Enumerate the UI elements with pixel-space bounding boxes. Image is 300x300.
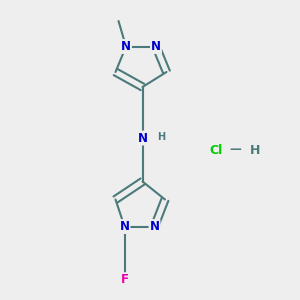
- Text: N: N: [151, 40, 161, 53]
- Text: —: —: [230, 143, 242, 157]
- Text: N: N: [137, 131, 148, 145]
- Text: N: N: [149, 220, 160, 233]
- Text: N: N: [119, 220, 130, 233]
- Text: H: H: [250, 143, 260, 157]
- Text: H: H: [157, 131, 165, 142]
- Text: F: F: [121, 273, 128, 286]
- Text: Cl: Cl: [209, 143, 223, 157]
- Text: N: N: [121, 40, 131, 53]
